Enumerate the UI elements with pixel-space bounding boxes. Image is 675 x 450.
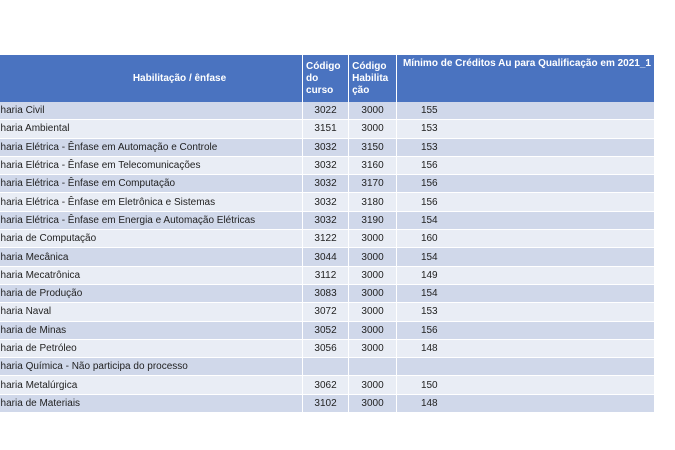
cell-habilitacao: nharia de Materiais [0,394,304,414]
cell-codigo-habilitacao: 3000 [348,284,397,304]
cell-codigo-curso: 3032 [302,138,350,157]
cell-minimo-creditos: 150 [396,375,656,395]
cell-codigo-curso: 3022 [302,102,350,121]
header-habilitacao-enfase: Habilitação / ênfase [0,55,304,102]
cell-codigo-curso: 3062 [302,375,350,395]
header-minimo-creditos: Mínimo de Créditos Au para Qualificação … [396,55,656,102]
cell-codigo-curso [302,357,350,377]
table-row: nharia Elétrica - Ênfase em Eletrônica e… [0,192,656,212]
cell-habilitacao: nharia de Produção [0,284,304,304]
table-row: nharia Elétrica - Ênfase em Telecomunica… [0,156,656,176]
table-row: nharia Ambiental 3151 3000 153 [0,119,656,139]
cell-minimo-creditos: 160 [396,229,656,249]
cell-codigo-curso: 3044 [302,247,350,267]
cell-habilitacao: nharia Elétrica - Ênfase em Computação [0,174,304,194]
cell-habilitacao: nharia de Computação [0,229,304,249]
cell-habilitacao: nharia Naval [0,302,304,322]
cell-codigo-habilitacao: 3000 [348,102,397,121]
cell-codigo-curso: 3072 [302,302,350,322]
cell-habilitacao: nharia Mecatrônica [0,266,304,285]
cell-habilitacao: nharia Elétrica - Ênfase em Eletrônica e… [0,192,304,212]
cell-minimo-creditos: 148 [396,339,656,359]
cell-codigo-habilitacao: 3160 [348,156,397,176]
cell-habilitacao: nharia Elétrica - Ênfase em Automação e … [0,138,304,157]
table-row: nharia Química - Não participa do proces… [0,357,656,377]
cell-codigo-habilitacao: 3000 [348,339,397,359]
table-row: nharia de Computação 3122 3000 160 [0,229,656,249]
cell-minimo-creditos: 156 [396,156,656,176]
cell-minimo-creditos: 156 [396,321,656,340]
cell-minimo-creditos: 149 [396,266,656,285]
cell-codigo-habilitacao: 3000 [348,247,397,267]
cell-minimo-creditos: 148 [396,394,656,414]
cell-codigo-habilitacao: 3000 [348,266,397,285]
cell-minimo-creditos: 155 [396,102,656,121]
cell-habilitacao: nharia Ambiental [0,119,304,139]
header-codigo-habilitacao: Código Habilita ção [348,55,397,102]
cell-codigo-habilitacao [348,357,397,377]
cell-minimo-creditos: 154 [396,247,656,267]
table-row: nharia Naval 3072 3000 153 [0,302,656,322]
cell-codigo-curso: 3032 [302,211,350,231]
table-row: nharia Elétrica - Ênfase em Energia e Au… [0,211,656,231]
cell-minimo-creditos: 153 [396,138,656,157]
cell-codigo-habilitacao: 3000 [348,229,397,249]
cell-codigo-curso: 3122 [302,229,350,249]
cell-codigo-curso: 3083 [302,284,350,304]
cell-codigo-curso: 3032 [302,192,350,212]
cell-minimo-creditos: 153 [396,302,656,322]
cell-codigo-habilitacao: 3000 [348,119,397,139]
table-row: nharia Mecânica 3044 3000 154 [0,247,656,267]
table-header-row: Habilitação / ênfase Código do curso Cód… [0,55,656,102]
qualification-table: Habilitação / ênfase Código do curso Cód… [0,55,656,414]
table-row: nharia de Minas 3052 3000 156 [0,321,656,340]
table-row: nharia de Materiais 3102 3000 148 [0,394,656,414]
header-codigo-curso: Código do curso [302,55,350,102]
cell-minimo-creditos: 156 [396,174,656,194]
table-row: nharia Metalúrgica 3062 3000 150 [0,375,656,395]
cell-minimo-creditos [396,357,656,377]
table-row: nharia Elétrica - Ênfase em Computação 30… [0,174,656,194]
cell-habilitacao: nharia Elétrica - Ênfase em Telecomunica… [0,156,304,176]
cell-codigo-curso: 3056 [302,339,350,359]
cell-codigo-habilitacao: 3000 [348,375,397,395]
cell-codigo-habilitacao: 3180 [348,192,397,212]
cell-minimo-creditos: 153 [396,119,656,139]
cell-codigo-curso: 3032 [302,156,350,176]
table-row: nharia de Petróleo 3056 3000 148 [0,339,656,359]
cell-habilitacao: nharia Mecânica [0,247,304,267]
cell-minimo-creditos: 154 [396,211,656,231]
table-row: nharia Elétrica - Ênfase em Automação e … [0,138,656,157]
cell-minimo-creditos: 154 [396,284,656,304]
cell-codigo-curso: 3151 [302,119,350,139]
cell-habilitacao: nharia de Minas [0,321,304,340]
table-row: nharia de Produção 3083 3000 154 [0,284,656,304]
cell-codigo-habilitacao: 3000 [348,394,397,414]
table-row: nharia Mecatrônica 3112 3000 149 [0,266,656,285]
cell-habilitacao: nharia Química - Não participa do proces… [0,357,304,377]
cell-codigo-curso: 3052 [302,321,350,340]
cell-habilitacao: nharia Metalúrgica [0,375,304,395]
cell-minimo-creditos: 156 [396,192,656,212]
cell-codigo-habilitacao: 3190 [348,211,397,231]
cell-codigo-habilitacao: 3170 [348,174,397,194]
cell-habilitacao: nharia Civil [0,102,304,121]
cell-codigo-curso: 3112 [302,266,350,285]
cell-habilitacao: nharia Elétrica - Ênfase em Energia e Au… [0,211,304,231]
cell-codigo-curso: 3032 [302,174,350,194]
cell-codigo-habilitacao: 3000 [348,302,397,322]
cell-codigo-habilitacao: 3150 [348,138,397,157]
cell-habilitacao: nharia de Petróleo [0,339,304,359]
cell-codigo-habilitacao: 3000 [348,321,397,340]
cell-codigo-curso: 3102 [302,394,350,414]
